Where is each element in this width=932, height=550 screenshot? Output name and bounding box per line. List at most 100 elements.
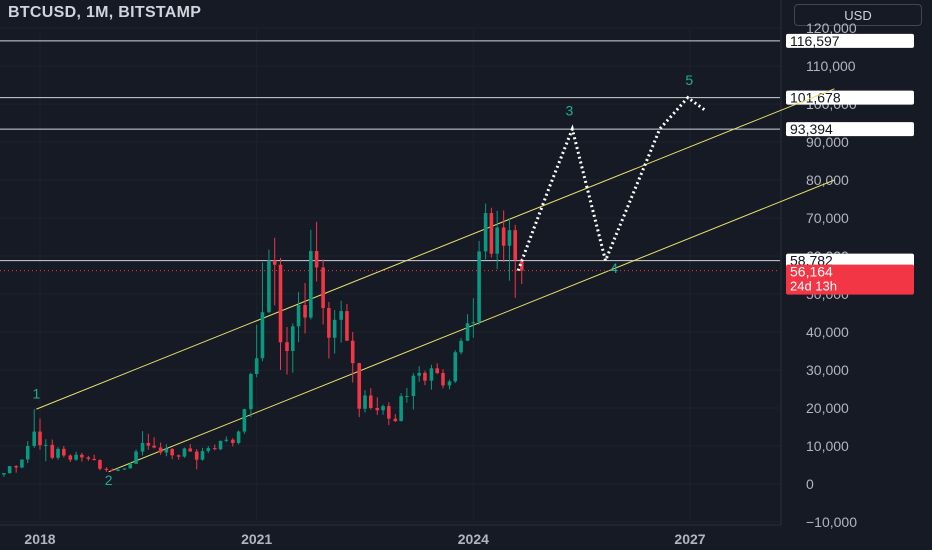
current-price-tag [786, 264, 914, 295]
candle [519, 257, 524, 285]
candle [158, 442, 163, 455]
candle-body [495, 227, 499, 254]
candle-body [254, 358, 259, 374]
candle-body [134, 451, 138, 464]
candle [43, 439, 48, 462]
candle-body [387, 406, 391, 419]
candle [98, 459, 102, 471]
candle-body [140, 442, 145, 452]
candle [242, 408, 247, 434]
countdown-label: 24d 13h [790, 279, 837, 294]
candle [459, 338, 463, 355]
currency-button[interactable]: USD [794, 4, 922, 26]
candle-body [399, 396, 403, 422]
candle-body [249, 373, 253, 410]
candle-body [50, 444, 55, 458]
candle-body [224, 439, 229, 441]
candle [332, 309, 337, 354]
candle-body [357, 363, 362, 409]
candle [417, 366, 421, 382]
candle-body [519, 259, 524, 271]
y-tick-label: 90,000 [806, 134, 849, 150]
y-tick-label: 70,000 [806, 210, 849, 226]
candle [74, 451, 78, 461]
y-tick-label: 0 [806, 476, 814, 492]
candle [128, 462, 133, 469]
candle [146, 433, 151, 450]
x-tick-label: 2027 [674, 531, 705, 547]
candle-body [459, 340, 463, 353]
candle-body [43, 444, 48, 446]
candle-body [86, 457, 91, 459]
candle-body [453, 352, 458, 382]
candle [249, 372, 253, 418]
candle [350, 332, 355, 383]
candle-body [363, 395, 367, 409]
candle [236, 430, 241, 445]
candle-body [393, 418, 398, 422]
candle-body [447, 381, 452, 386]
current-price-label: 56,164 [790, 264, 833, 280]
wave-label: 3 [565, 102, 573, 118]
candle-body [375, 408, 380, 411]
candle [104, 467, 109, 472]
candle [260, 262, 265, 362]
candle [194, 449, 199, 470]
candle-body [14, 466, 18, 468]
channel-line-lower [108, 179, 835, 473]
candle [122, 468, 127, 470]
candle [314, 221, 319, 282]
candle [327, 301, 331, 359]
candle [14, 465, 18, 473]
candle-body [68, 455, 73, 460]
candle [86, 455, 91, 461]
candle [381, 404, 385, 415]
candle [2, 472, 6, 477]
candle-body [80, 454, 84, 458]
candle [447, 379, 452, 390]
candle-body [513, 230, 518, 260]
candle-body [200, 451, 205, 460]
candle [62, 446, 66, 458]
candle-body [116, 469, 120, 471]
candle [176, 454, 181, 460]
candle-body [206, 448, 211, 452]
candle-body [164, 449, 169, 453]
candle-body [368, 395, 373, 408]
y-tick-label: 40,000 [806, 324, 849, 340]
candle [296, 292, 301, 343]
candle-body [176, 455, 181, 457]
candle-body [501, 227, 506, 246]
candle [164, 444, 169, 457]
wave-label: 4 [610, 260, 618, 276]
candle [513, 224, 518, 298]
candle-body [146, 442, 151, 446]
chart-title: BTCUSD, 1M, BITSTAMP [8, 4, 202, 21]
candle-body [110, 469, 115, 471]
candle [188, 444, 193, 452]
candle [212, 444, 217, 451]
y-tick-label: 110,000 [806, 58, 856, 74]
candle [393, 414, 398, 423]
x-tick-label: 2018 [24, 531, 55, 547]
candle-body [272, 260, 277, 265]
candle [56, 447, 60, 460]
candle [363, 390, 367, 413]
candle [134, 449, 138, 464]
candle-body [296, 305, 301, 327]
candle-body [62, 448, 66, 456]
candle-body [332, 319, 337, 338]
candle-body [218, 440, 223, 450]
candle [116, 468, 120, 472]
candle-body [25, 446, 30, 460]
candle-body [182, 448, 187, 457]
candle [321, 259, 325, 325]
grid-lines [0, 27, 780, 523]
candle [483, 203, 488, 260]
candle-body [242, 409, 247, 432]
candle-body [128, 463, 133, 469]
candle-body [267, 260, 271, 313]
candle-body [98, 460, 102, 469]
candle-body [285, 342, 289, 351]
